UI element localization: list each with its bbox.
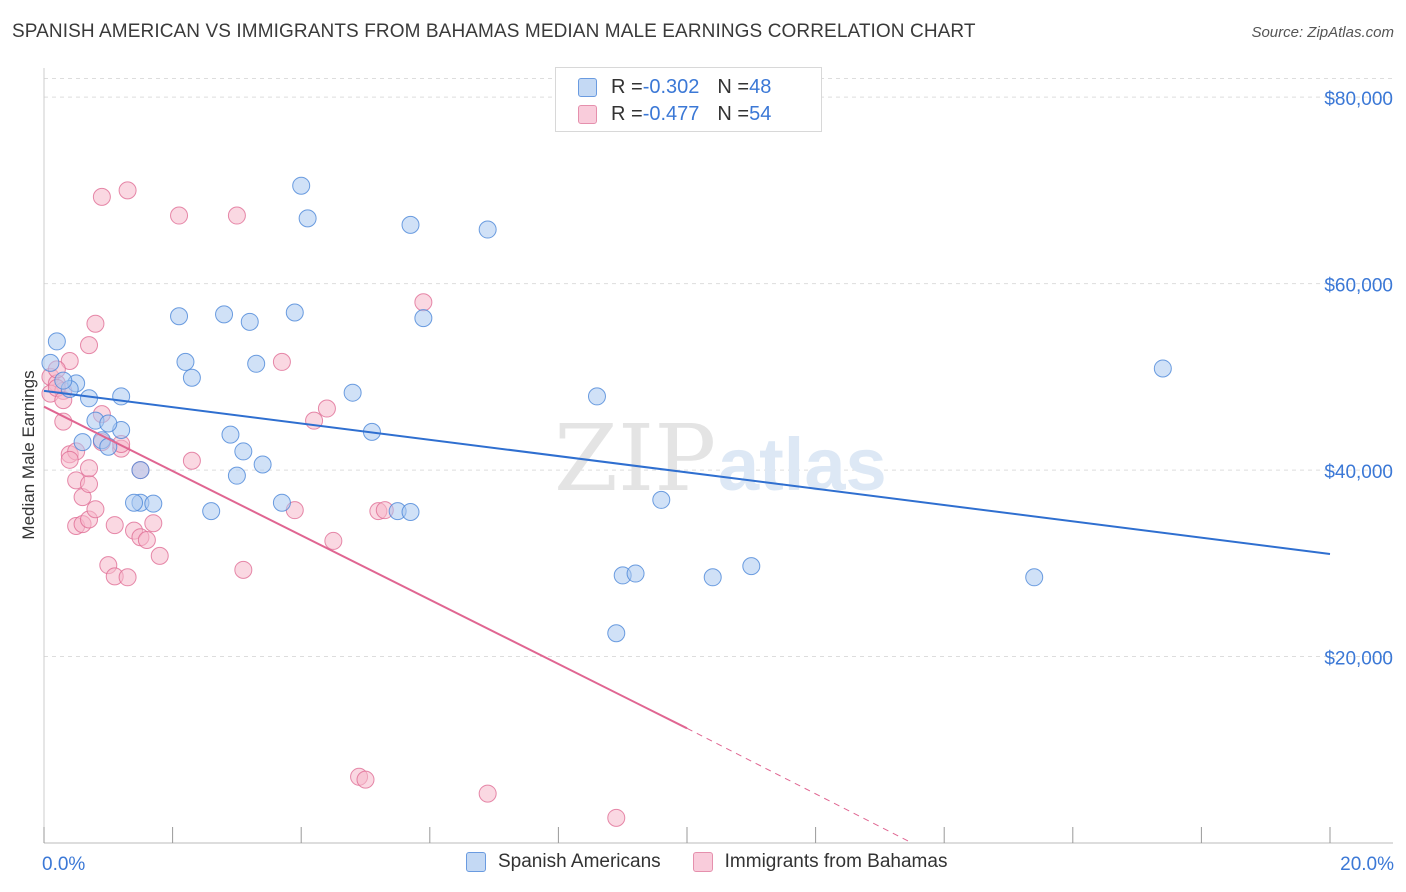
data-point-spanish bbox=[1153, 359, 1172, 378]
data-point-bahamas bbox=[137, 530, 156, 549]
data-point-spanish bbox=[73, 433, 92, 452]
data-point-spanish bbox=[176, 352, 195, 371]
y-tick-label: $20,000 bbox=[1324, 649, 1393, 670]
data-point-spanish bbox=[47, 332, 66, 351]
data-point-spanish bbox=[343, 383, 362, 402]
legend-r-value-bahamas: -0.477 bbox=[642, 102, 700, 125]
data-point-bahamas bbox=[272, 352, 291, 371]
data-point-bahamas bbox=[118, 181, 137, 200]
x-tick-label: 20.0% bbox=[1340, 854, 1394, 875]
data-point-spanish bbox=[401, 503, 420, 522]
data-point-bahamas bbox=[86, 500, 105, 519]
y-tick-label: $60,000 bbox=[1324, 276, 1393, 297]
tick-labels: $20,000 $40,000 $60,000 $80,000 0.0% 20.0% bbox=[42, 89, 1394, 875]
data-point-spanish bbox=[401, 215, 420, 234]
data-point-spanish bbox=[215, 305, 234, 324]
legend-swatch-bahamas bbox=[692, 852, 713, 872]
data-point-bahamas bbox=[356, 770, 375, 789]
axes bbox=[43, 68, 1393, 844]
data-point-bahamas bbox=[182, 451, 201, 470]
data-point-bahamas bbox=[414, 293, 433, 312]
data-point-spanish bbox=[234, 442, 253, 461]
legend-n-label: N = bbox=[717, 102, 750, 125]
legend-label-spanish: Spanish Americans bbox=[498, 851, 661, 872]
legend-r-label: R = bbox=[611, 102, 643, 125]
data-point-bahamas bbox=[60, 450, 79, 469]
trend-line-bahamas bbox=[43, 405, 688, 730]
data-point-spanish bbox=[292, 176, 311, 195]
data-point-spanish bbox=[182, 368, 201, 387]
data-point-bahamas bbox=[80, 475, 99, 494]
data-point-spanish bbox=[240, 312, 259, 331]
data-point-spanish bbox=[227, 466, 246, 485]
data-point-spanish bbox=[272, 493, 291, 512]
data-point-spanish bbox=[54, 371, 73, 390]
data-point-bahamas bbox=[170, 206, 189, 225]
data-point-bahamas bbox=[234, 560, 253, 579]
data-point-spanish bbox=[221, 425, 240, 444]
data-point-spanish bbox=[652, 490, 671, 509]
data-point-spanish bbox=[285, 303, 304, 322]
data-point-bahamas bbox=[118, 568, 137, 587]
data-point-spanish bbox=[1025, 568, 1044, 587]
data-point-spanish bbox=[41, 353, 60, 372]
data-point-bahamas bbox=[80, 459, 99, 478]
legend-n-value-bahamas: 54 bbox=[749, 102, 772, 125]
legend-swatch-spanish bbox=[466, 852, 486, 872]
data-point-spanish bbox=[607, 624, 626, 643]
data-point-spanish bbox=[703, 568, 722, 587]
data-point-bahamas bbox=[92, 187, 111, 206]
data-point-spanish bbox=[626, 564, 645, 583]
legend-row-bahamas: R = -0.477 N = 54 bbox=[578, 100, 771, 128]
data-point-spanish bbox=[414, 309, 433, 328]
trend-line-bahamas-extension bbox=[686, 727, 913, 844]
trend-lines bbox=[43, 389, 1331, 844]
data-point-spanish bbox=[253, 455, 272, 474]
watermark-atlas: atlas bbox=[718, 423, 887, 506]
data-point-bahamas bbox=[150, 546, 169, 565]
data-point-bahamas bbox=[324, 531, 343, 550]
data-point-spanish bbox=[247, 354, 266, 373]
legend-n-value-spanish: 48 bbox=[749, 75, 772, 98]
series-legend: Spanish Americans Immigrants from Bahama… bbox=[466, 851, 979, 873]
legend-item-spanish: Spanish Americans bbox=[466, 851, 661, 873]
data-point-bahamas bbox=[60, 351, 79, 370]
y-tick-label: $80,000 bbox=[1324, 89, 1393, 110]
data-point-bahamas bbox=[607, 808, 626, 827]
data-point-spanish bbox=[144, 494, 163, 513]
data-point-bahamas bbox=[478, 784, 497, 803]
data-point-spanish bbox=[298, 209, 317, 228]
legend-label-bahamas: Immigrants from Bahamas bbox=[724, 851, 948, 872]
data-point-spanish bbox=[742, 557, 761, 576]
legend-swatch-spanish bbox=[578, 77, 597, 97]
data-point-spanish bbox=[202, 502, 221, 521]
data-point-bahamas bbox=[105, 516, 124, 535]
data-point-spanish bbox=[170, 307, 189, 326]
data-point-spanish bbox=[99, 414, 118, 433]
data-point-bahamas bbox=[86, 314, 105, 333]
source-credit: Source: ZipAtlas.com bbox=[1251, 24, 1394, 41]
legend-n-label: N = bbox=[717, 75, 750, 98]
data-point-bahamas bbox=[227, 206, 246, 225]
y-tick-label: $40,000 bbox=[1324, 462, 1393, 483]
trend-line-spanish bbox=[43, 389, 1331, 555]
data-point-spanish bbox=[131, 461, 150, 480]
chart-title: SPANISH AMERICAN VS IMMIGRANTS FROM BAHA… bbox=[12, 21, 976, 42]
legend-r-value-spanish: -0.302 bbox=[642, 75, 700, 98]
data-point-spanish bbox=[478, 220, 497, 239]
correlation-legend: R = -0.302 N = 48 R = -0.477 N = 54 bbox=[555, 67, 822, 132]
data-point-bahamas bbox=[144, 514, 163, 533]
data-point-bahamas bbox=[317, 399, 336, 418]
x-tick-label: 0.0% bbox=[42, 854, 85, 875]
legend-swatch-bahamas bbox=[578, 104, 597, 124]
data-point-spanish bbox=[587, 387, 606, 406]
data-point-spanish bbox=[125, 493, 144, 512]
y-axis-label: Median Male Earnings bbox=[19, 370, 38, 539]
legend-r-label: R = bbox=[611, 75, 643, 98]
legend-row-spanish: R = -0.302 N = 48 bbox=[578, 73, 771, 101]
data-point-bahamas bbox=[80, 336, 99, 355]
legend-item-bahamas: Immigrants from Bahamas bbox=[692, 851, 948, 873]
